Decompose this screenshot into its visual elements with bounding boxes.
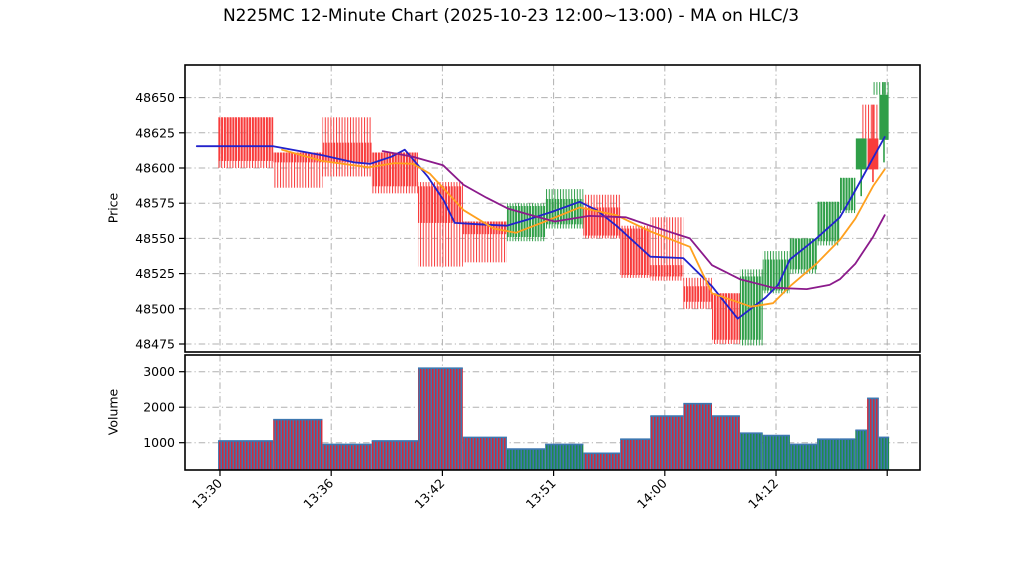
volume-bars [218,367,890,470]
panel-spines [184,64,921,471]
volume-tick-label: 3000 [143,364,175,379]
ma-lines [195,136,886,320]
volume-panel-border [184,354,921,471]
price-tick-label: 48650 [135,90,175,105]
candle-body [218,117,274,161]
candle-body [683,286,712,302]
candle-body [879,94,889,140]
candle-body [650,265,684,277]
candle-wick-zone [872,82,890,95]
volume-bar [789,444,818,470]
volume-bar [711,416,740,470]
x-tick-label: 13:51 [523,476,559,512]
volume-bar [762,435,790,470]
volume-tick-label: 2000 [143,400,175,415]
candle-body [371,152,418,187]
volume-bar [371,440,418,470]
volume-bar [417,368,463,470]
x-tick-label: 14:12 [745,476,781,512]
volume-bar [462,437,507,470]
volume-bar [650,416,684,470]
volume-tick-label: 1000 [143,435,175,450]
candle-body [789,238,818,270]
candle-body [417,186,463,223]
ma-line-fast [195,136,886,320]
x-tick-label: 13:42 [411,476,447,512]
x-tick-label: 13:36 [300,475,336,511]
price-tick-label: 48525 [135,266,175,281]
volume-bar [620,439,651,470]
candle-wick-zone [861,104,879,139]
volume-bar [583,453,621,470]
price-panel-border [184,64,921,353]
price-tick-label: 48550 [135,231,175,246]
price-tick-label: 48600 [135,161,175,176]
volume-bar [322,444,372,470]
x-tick-label: 14:00 [634,475,670,511]
volume-bar [878,437,890,470]
volume-bar [739,433,763,470]
ma-line-slow [381,150,886,291]
candle-body [322,142,372,163]
tick-marks [179,96,888,476]
candle-body [839,177,856,211]
volume-bar [506,449,546,470]
price-tick-label: 48475 [135,337,175,352]
x-tick-label: 13:30 [189,475,225,511]
candle-body [867,138,879,170]
volume-bar [273,419,323,470]
volume-bar [683,403,712,470]
price-tick-label: 48575 [135,196,175,211]
candle-body [273,152,323,163]
price-tick-label: 48500 [135,301,175,316]
ma-line-mid [281,148,886,308]
volume-bar [218,440,274,470]
volume-bar [839,439,856,470]
candle-body [817,201,840,242]
volume-bar [855,430,868,470]
price-tick-label: 48625 [135,125,175,140]
chart-title: N225MC 12-Minute Chart (2025-10-23 12:00… [222,6,800,26]
volume-bar [545,444,584,470]
candle-body [855,138,867,170]
gridlines [185,65,920,470]
volume-bar [817,439,840,470]
volume-bar [867,398,879,470]
